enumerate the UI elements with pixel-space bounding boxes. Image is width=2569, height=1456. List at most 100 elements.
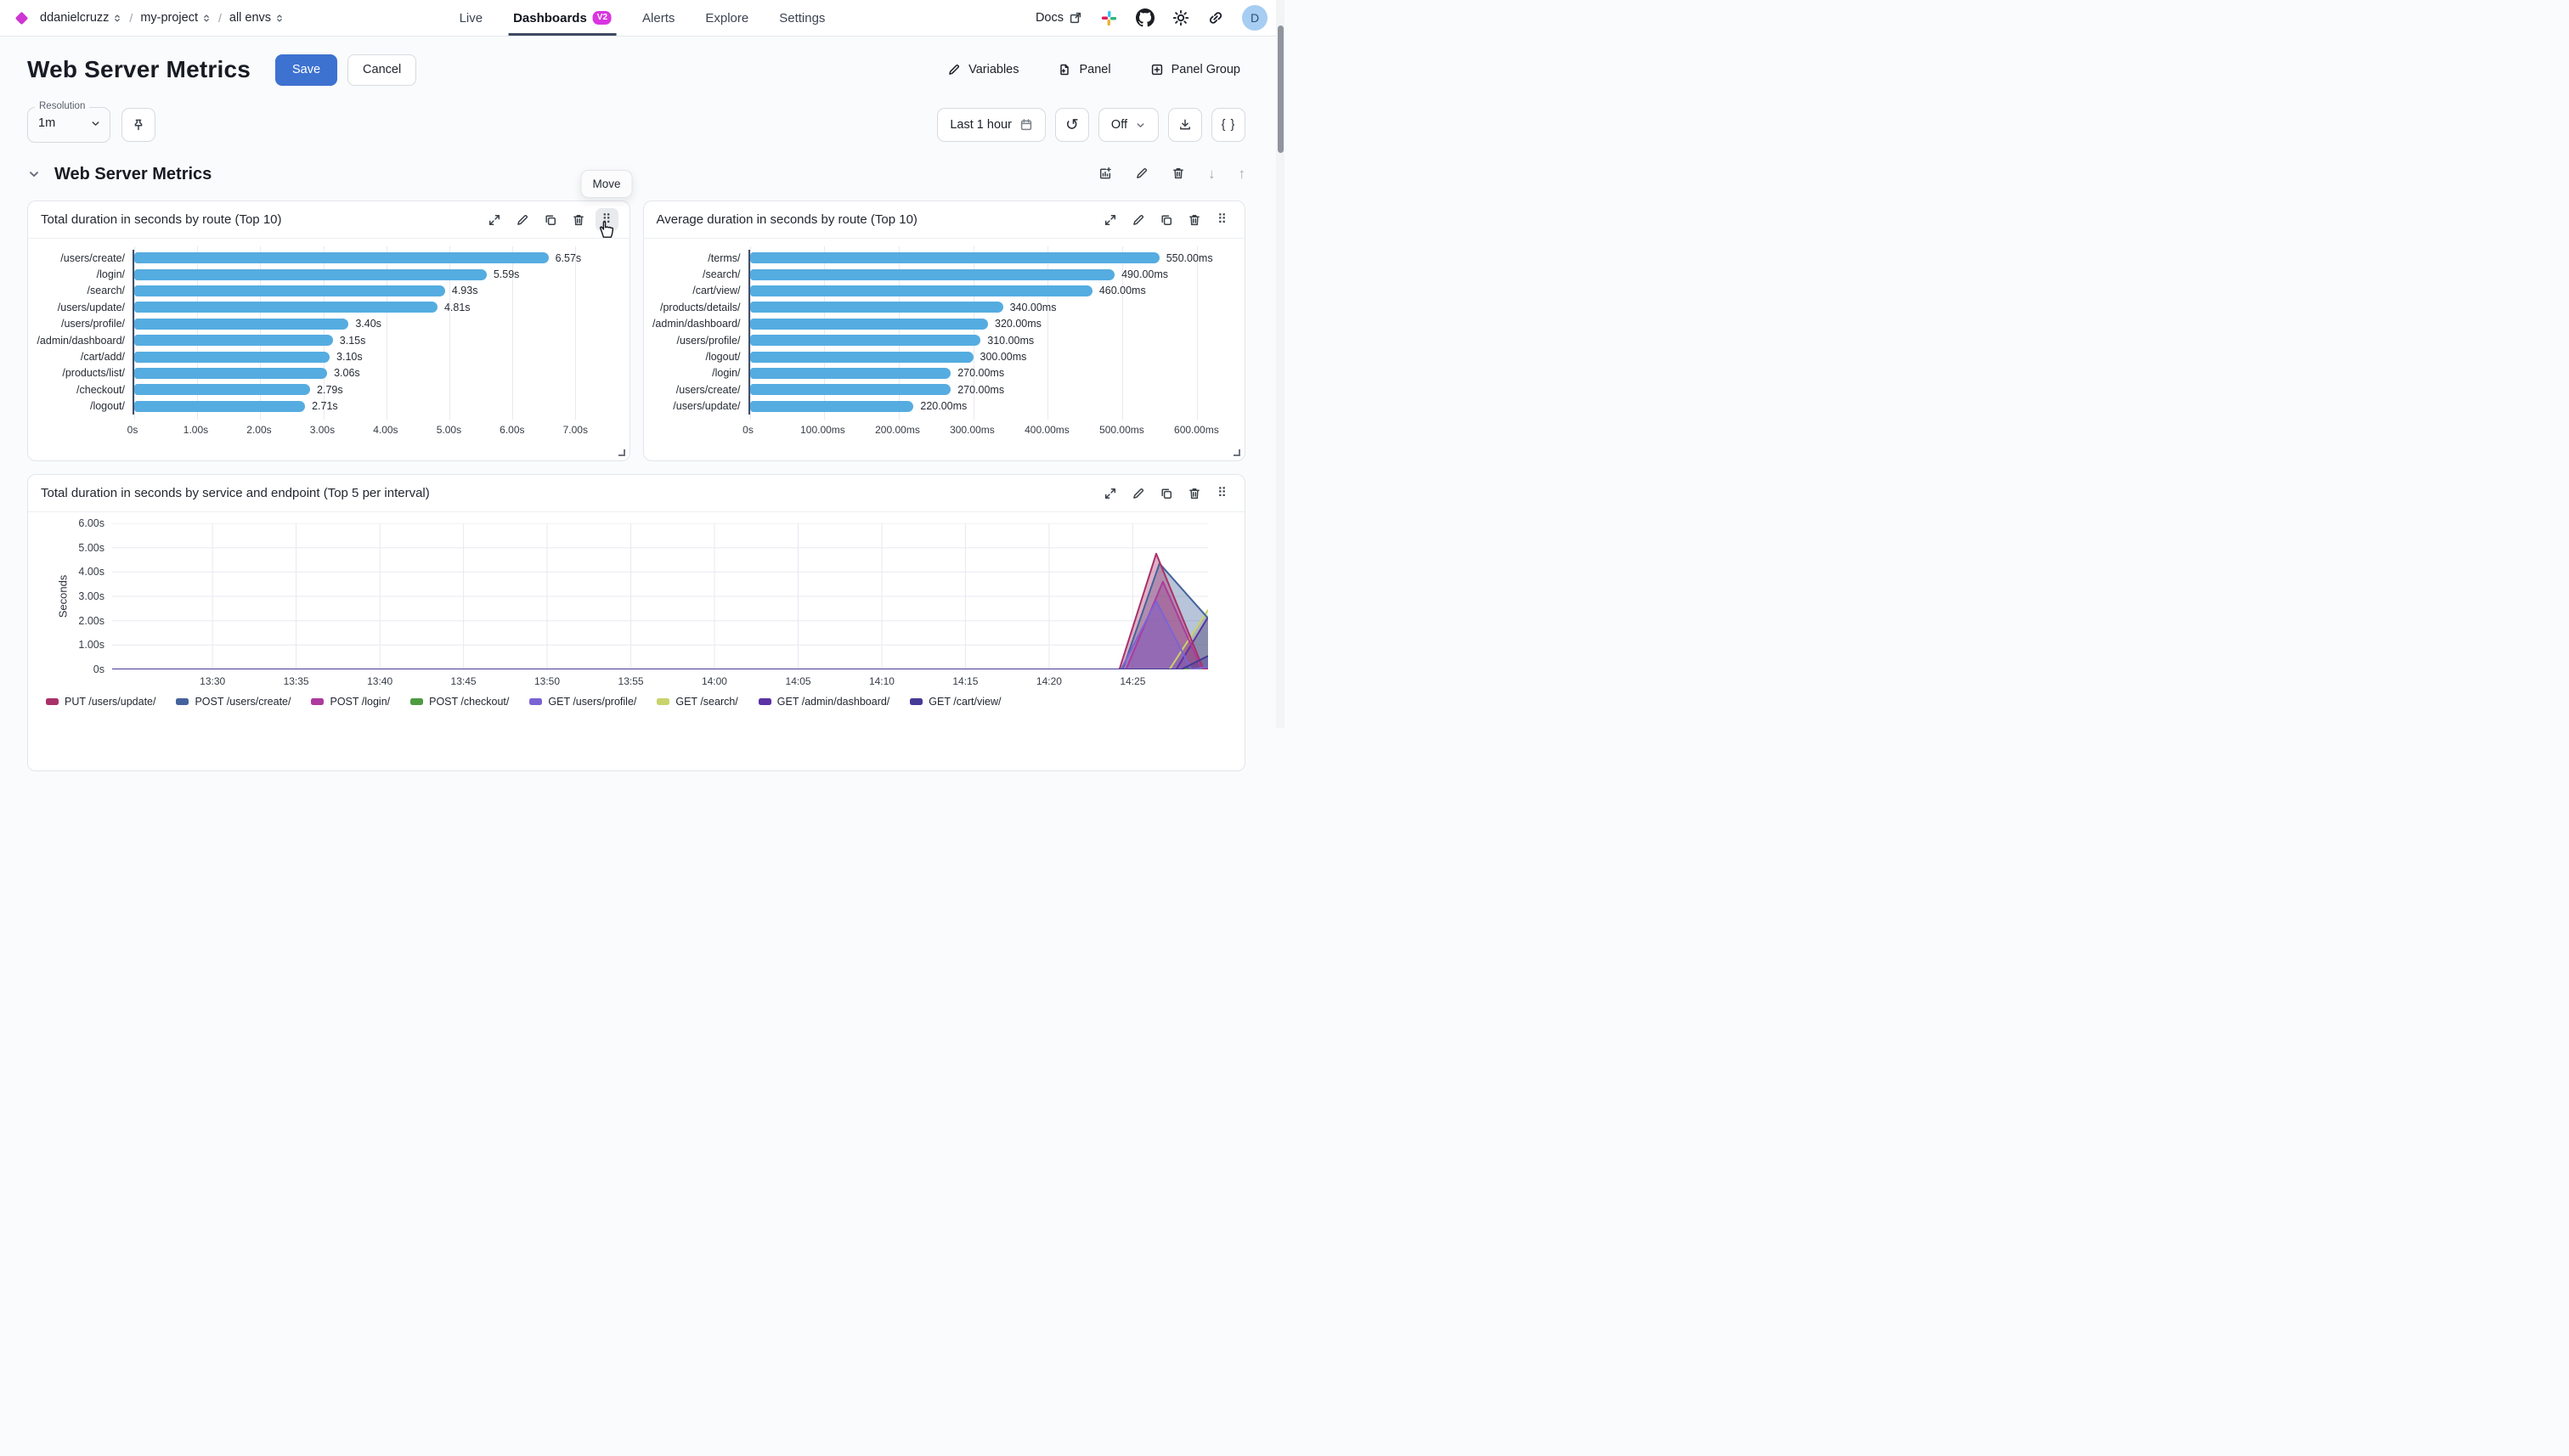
variables-button[interactable]: Variables: [942, 62, 1024, 77]
resolution-select[interactable]: Resolution 1m: [27, 101, 110, 143]
bar-value-label: 550.00ms: [1166, 251, 1213, 264]
hand-cursor: [598, 220, 614, 239]
bar-value-label: 3.10s: [336, 351, 363, 364]
grip-glyph: ⠿: [601, 212, 612, 227]
delete-icon[interactable]: [1172, 166, 1185, 183]
org-selector[interactable]: ddanielcruzz: [40, 11, 121, 25]
tab-live[interactable]: Live: [459, 10, 483, 25]
resize-handle[interactable]: [1234, 449, 1240, 456]
share-link-icon[interactable]: [1207, 9, 1224, 26]
x-tick-label: 13:30: [200, 675, 226, 687]
legend-item[interactable]: POST /users/create/: [176, 696, 291, 708]
bar: [749, 252, 1160, 264]
bar-category-label: /admin/dashboard/: [652, 318, 741, 330]
tab-alerts[interactable]: Alerts: [642, 10, 675, 25]
save-button[interactable]: Save: [274, 54, 338, 86]
refresh-button[interactable]: ↺: [1054, 108, 1089, 142]
bar: [134, 351, 330, 363]
panel-group-header: Web Server Metrics ↓ ↑: [27, 158, 1245, 190]
panel-duration-by-service-endpoint: Total duration in seconds by service and…: [27, 474, 1245, 771]
add-chart-icon[interactable]: [1098, 166, 1112, 183]
collapse-chevron-icon[interactable]: [27, 167, 41, 181]
header-actions: Variables Panel Panel Group: [942, 62, 1245, 77]
bar-value-label: 460.00ms: [1098, 285, 1146, 297]
drag-handle-icon[interactable]: ⠿: [1211, 482, 1234, 505]
delete-icon[interactable]: [567, 208, 590, 231]
tab-settings[interactable]: Settings: [779, 10, 826, 25]
y-axis-title: Seconds: [56, 574, 70, 618]
bar-value-label: 2.79s: [317, 383, 343, 396]
duplicate-icon[interactable]: [539, 208, 562, 231]
edit-icon[interactable]: [1135, 166, 1149, 183]
y-tick-label: 2.00s: [78, 614, 104, 627]
bar-row: 3.10s: [134, 348, 615, 364]
slack-icon[interactable]: [1100, 9, 1118, 27]
expand-icon[interactable]: [483, 208, 506, 231]
bar-row: 270.00ms: [749, 381, 1231, 398]
legend-item[interactable]: POST /checkout/: [410, 696, 509, 708]
chevron-down-icon: [90, 118, 101, 129]
env-selector[interactable]: all envs: [229, 11, 284, 25]
x-tick-label: 13:50: [534, 675, 561, 687]
bar-value-label: 6.57s: [555, 251, 582, 264]
edit-icon[interactable]: [511, 208, 534, 231]
scrollbar-thumb[interactable]: [1277, 25, 1284, 153]
time-range-button[interactable]: Last 1 hour: [937, 108, 1046, 142]
tab-explore[interactable]: Explore: [705, 10, 749, 25]
bar-value-label: 3.15s: [339, 334, 366, 347]
theme-toggle-sun-icon[interactable]: [1172, 9, 1189, 26]
duplicate-icon[interactable]: [1155, 482, 1177, 505]
legend-item[interactable]: GET /admin/dashboard/: [758, 696, 889, 708]
move-up-icon[interactable]: ↑: [1238, 166, 1246, 182]
trash-glyph: [1188, 487, 1201, 500]
x-tick-label: 13:40: [367, 675, 393, 687]
bar-row: 2.79s: [134, 381, 615, 398]
bar-category-label: /cart/view/: [692, 285, 741, 297]
add-panel-button[interactable]: Panel: [1053, 62, 1115, 77]
x-tick-label: 7.00s: [562, 423, 588, 436]
add-panel-group-button[interactable]: Panel Group: [1145, 62, 1245, 77]
calendar-icon: [1019, 118, 1033, 132]
x-axis: 0s 1.00s 2.00s 3.00s 4.00s 5.00s 6.00s 7.00s: [127, 415, 615, 436]
bar-value-label: 310.00ms: [987, 334, 1035, 347]
delete-icon[interactable]: [1183, 482, 1205, 505]
edit-icon[interactable]: [1126, 208, 1149, 231]
drag-handle-icon[interactable]: ⠿: [1211, 208, 1234, 231]
expand-icon[interactable]: [1098, 482, 1121, 505]
legend-item[interactable]: GET /cart/view/: [910, 696, 1002, 708]
legend-item[interactable]: GET /search/: [657, 696, 738, 708]
grip-glyph: ⠿: [1217, 486, 1227, 500]
json-button[interactable]: { }: [1211, 108, 1245, 142]
panel-actions: ⠿: [1098, 208, 1234, 231]
expand-icon[interactable]: [1098, 208, 1121, 231]
download-button[interactable]: [1168, 108, 1202, 142]
legend-swatch-icon: [758, 698, 771, 705]
bar-value-label: 5.59s: [493, 268, 520, 281]
chevron-down-icon: [1135, 120, 1146, 131]
updown-caret-icon: [202, 14, 211, 23]
pin-button[interactable]: [121, 108, 155, 142]
gridline: [1196, 246, 1198, 420]
bar-value-label: 3.06s: [334, 367, 360, 380]
autorefresh-select[interactable]: Off: [1098, 108, 1159, 142]
bar-category-label: /terms/: [708, 251, 741, 264]
y-tick-label: 0s: [93, 663, 104, 675]
project-selector[interactable]: my-project: [140, 11, 211, 25]
duplicate-icon[interactable]: [1155, 208, 1177, 231]
cancel-button[interactable]: Cancel: [347, 54, 417, 86]
docs-link[interactable]: Docs: [1036, 11, 1082, 25]
legend-item[interactable]: POST /login/: [311, 696, 390, 708]
avatar[interactable]: D: [1242, 5, 1268, 31]
gridline: [197, 246, 199, 420]
legend-item[interactable]: PUT /users/update/: [46, 696, 155, 708]
bar: [134, 384, 311, 396]
resize-handle[interactable]: [618, 449, 625, 456]
legend-item[interactable]: GET /users/profile/: [529, 696, 636, 708]
edit-icon[interactable]: [1126, 482, 1149, 505]
delete-icon[interactable]: [1183, 208, 1205, 231]
refresh-icon: ↺: [1064, 116, 1079, 134]
tab-dashboards[interactable]: Dashboards V2: [508, 0, 617, 36]
move-down-icon[interactable]: ↓: [1208, 166, 1216, 182]
drag-handle-icon[interactable]: ⠿ Move: [580, 170, 633, 238]
github-icon[interactable]: [1136, 8, 1155, 27]
